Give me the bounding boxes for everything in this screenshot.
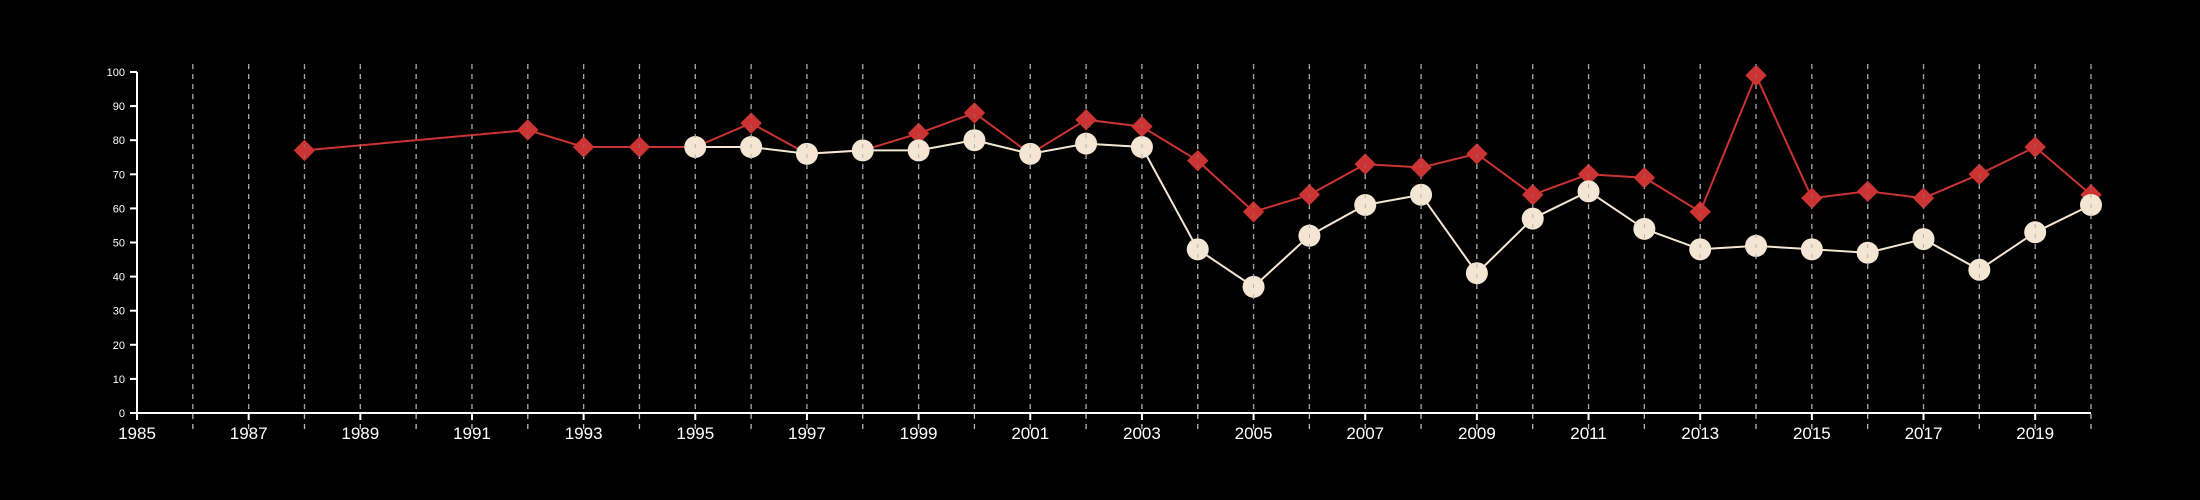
x-tick-label: 2001 [1011, 424, 1049, 443]
series-2-point [1968, 258, 1991, 281]
y-tick-label: 0 [119, 408, 125, 420]
series-layer [192, 64, 2102, 413]
series-1-point [963, 102, 986, 124]
y-tick-label: 80 [113, 135, 125, 147]
x-tick-label: 2017 [1905, 424, 1943, 443]
series-2-point [907, 139, 930, 162]
series-2-point [851, 139, 874, 162]
y-tick-label: 40 [113, 272, 125, 284]
series-2-point [1521, 207, 1544, 230]
y-tick-label: 60 [113, 203, 125, 215]
series-2-point [1912, 228, 1935, 251]
x-tick-label: 2015 [1793, 424, 1831, 443]
series-1-point [293, 139, 316, 162]
y-tick-label: 90 [113, 101, 125, 113]
y-tick-label: 20 [113, 340, 125, 352]
x-tick-label: 1985 [118, 424, 156, 443]
x-tick-label: 2019 [2016, 424, 2054, 443]
x-tick-label: 1997 [788, 424, 826, 443]
x-tick-label: 1987 [230, 424, 268, 443]
x-tick-label: 2009 [1458, 424, 1496, 443]
axes: 0 10 20 30 40 50 60 70 80 90 100 1985 1987 1989 1991 19… [107, 67, 2091, 443]
series-2-point [1856, 241, 1879, 264]
series-2-point [1633, 217, 1656, 240]
y-tick-label: 100 [107, 67, 125, 79]
series-1-point [1801, 187, 1823, 209]
series-1-point [1187, 149, 1209, 172]
x-tick-label: 2011 [1570, 424, 1607, 443]
y-tick-label: 70 [113, 169, 125, 181]
x-tick-label: 2013 [1681, 424, 1719, 443]
series-2-point [1577, 180, 1600, 203]
series-1-point [1689, 201, 1711, 223]
x-tick-label: 1991 [453, 424, 491, 443]
x-tick-label: 1993 [565, 424, 603, 443]
x-tick-label: 1999 [900, 424, 938, 443]
series-2-point [2024, 221, 2047, 244]
x-tick-label: 2003 [1123, 424, 1161, 443]
y-tick-label: 30 [113, 306, 125, 318]
series-2-point [1465, 262, 1488, 285]
series-1-point [1075, 109, 1097, 131]
series-2-point [963, 129, 986, 152]
series-2-point [1075, 132, 1098, 155]
y-tick-label: 10 [113, 374, 125, 386]
series-2-point [795, 142, 818, 165]
x-tick-label: 1989 [341, 424, 379, 443]
x-tick-label: 2005 [1235, 424, 1273, 443]
series-2-point [1800, 238, 1823, 261]
series-1-point [517, 119, 539, 141]
series-1-point [1242, 201, 1265, 223]
x-tick-label: 1995 [676, 424, 714, 443]
series-1-point [740, 112, 762, 134]
x-tick-label: 2007 [1346, 424, 1384, 443]
series-1-point [1466, 143, 1488, 165]
series-1-point [1912, 187, 1935, 209]
series-2-point [1019, 142, 1042, 165]
series-1-point [1856, 180, 1879, 203]
series-line-2 [695, 139, 2092, 289]
y-tick-label: 50 [113, 238, 125, 250]
series-2-point [1186, 238, 1209, 261]
series-2-point [1689, 238, 1712, 261]
